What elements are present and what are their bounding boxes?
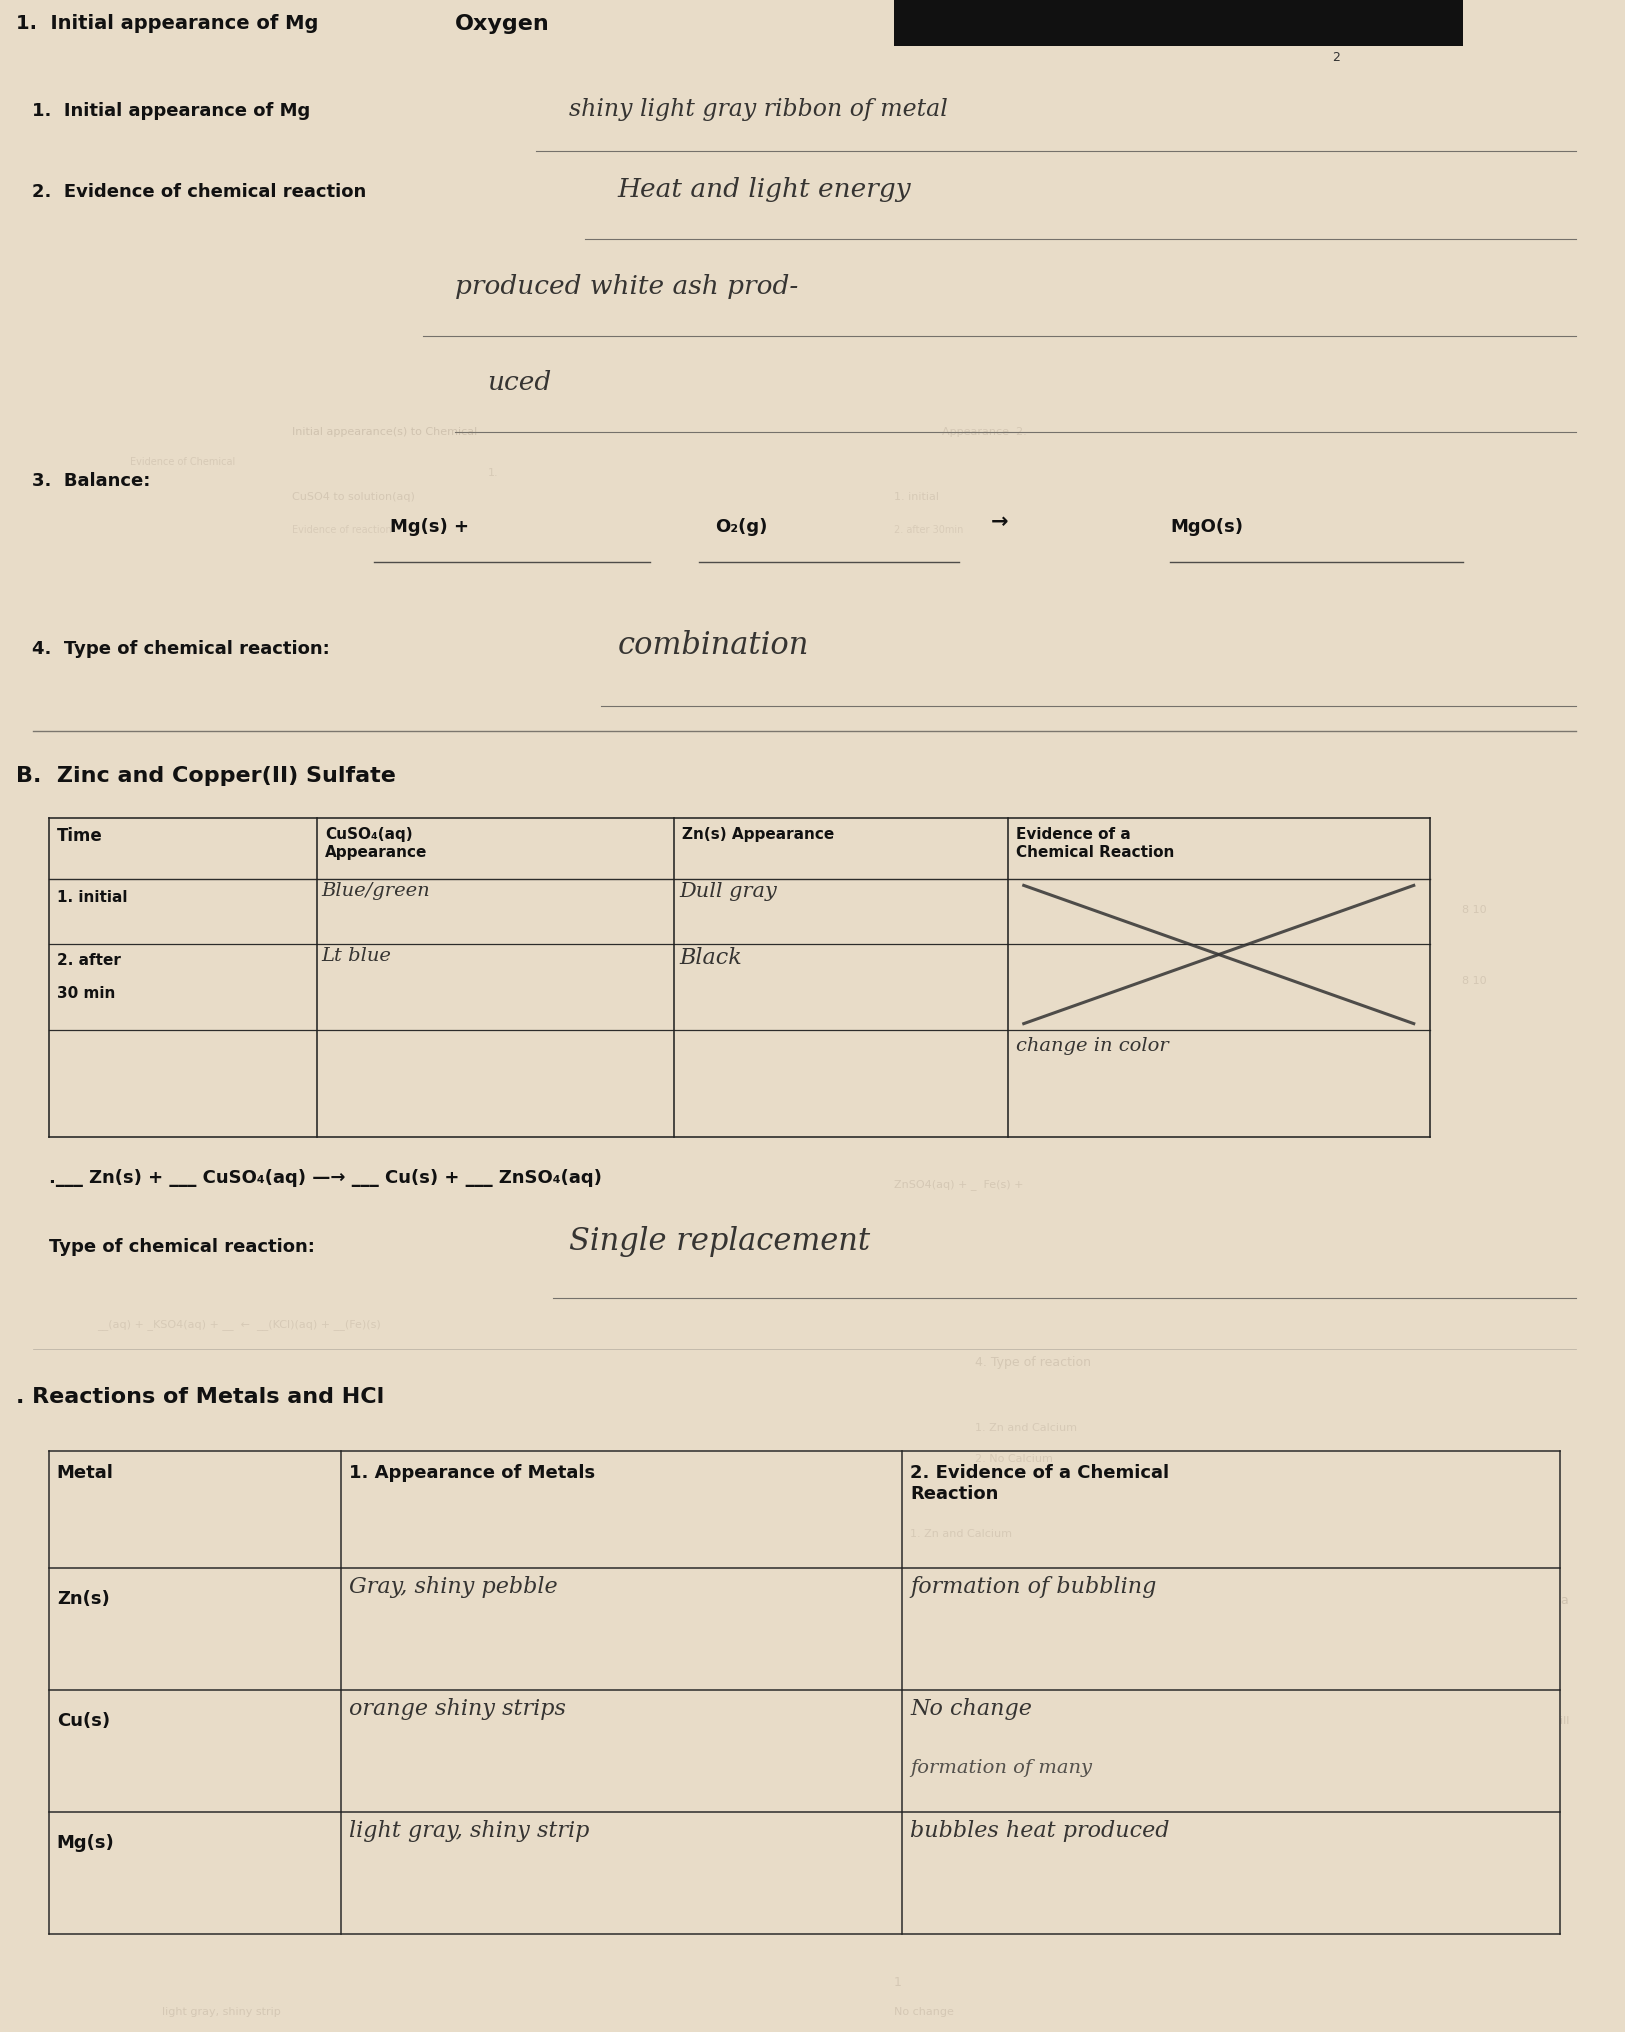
Text: Lt blue: Lt blue	[322, 947, 392, 965]
Text: Black: Black	[679, 947, 743, 969]
Text: 1.  Initial appearance of Mg: 1. Initial appearance of Mg	[16, 14, 318, 33]
Text: bubbles heat produced: bubbles heat produced	[910, 1819, 1170, 1841]
Text: No change: No change	[894, 2006, 954, 2016]
Text: Oxygen: Oxygen	[455, 14, 549, 35]
Text: light gray, shiny strip: light gray, shiny strip	[162, 2006, 281, 2016]
Text: formation of many: formation of many	[910, 1758, 1092, 1776]
Text: Single replacement: Single replacement	[569, 1225, 869, 1256]
Text: ill: ill	[1560, 1715, 1570, 1725]
Text: formation of bubbling: formation of bubbling	[910, 1575, 1157, 1597]
Text: produced white ash prod-: produced white ash prod-	[455, 274, 798, 299]
Text: 1: 1	[894, 1975, 902, 1987]
Text: change in color: change in color	[1016, 1036, 1168, 1055]
Text: Evidence of a
Chemical Reaction: Evidence of a Chemical Reaction	[1016, 827, 1173, 860]
Text: 2. after: 2. after	[57, 953, 120, 967]
Text: Zn(s): Zn(s)	[57, 1589, 109, 1607]
Text: light gray, shiny strip: light gray, shiny strip	[349, 1819, 590, 1841]
Text: Evidence of Chemical: Evidence of Chemical	[130, 457, 236, 467]
Text: 1.  Initial appearance of Mg: 1. Initial appearance of Mg	[32, 102, 310, 120]
Text: 1. initial: 1. initial	[894, 492, 939, 502]
Text: ZnSO4(aq) + _  Fe(s) +: ZnSO4(aq) + _ Fe(s) +	[894, 1179, 1024, 1189]
Text: 1. Zn and Calcium: 1. Zn and Calcium	[910, 1528, 1012, 1538]
Text: Cu(s): Cu(s)	[57, 1711, 110, 1729]
Text: Zn(s) Appearance: Zn(s) Appearance	[682, 827, 835, 841]
Text: 1. Zn and Calcium: 1. Zn and Calcium	[975, 1422, 1077, 1433]
Text: .___ Zn(s) + ___ CuSO₄(aq) —→ ___ Cu(s) + ___ ZnSO₄(aq): .___ Zn(s) + ___ CuSO₄(aq) —→ ___ Cu(s) …	[49, 1168, 601, 1187]
Text: combination: combination	[618, 630, 809, 660]
Text: 2. after 30min: 2. after 30min	[894, 524, 964, 534]
Text: →: →	[991, 512, 1009, 532]
Text: 2.  Evidence of chemical reaction: 2. Evidence of chemical reaction	[32, 183, 367, 201]
Text: orange shiny strips: orange shiny strips	[349, 1697, 566, 1719]
Text: Dull gray: Dull gray	[679, 882, 777, 900]
Text: 4.  Type of chemical reaction:: 4. Type of chemical reaction:	[32, 640, 330, 658]
Text: 1. Appearance of Metals: 1. Appearance of Metals	[349, 1463, 595, 1481]
Text: Mg(s) +: Mg(s) +	[390, 518, 470, 536]
Text: 1.: 1.	[488, 467, 499, 478]
Text: Gray, shiny pebble: Gray, shiny pebble	[349, 1575, 557, 1597]
Text: Time: Time	[57, 827, 102, 845]
Text: 30 min: 30 min	[57, 986, 115, 1000]
Text: Type of chemical reaction:: Type of chemical reaction:	[49, 1237, 315, 1256]
Text: CuSO4 to solution(aq): CuSO4 to solution(aq)	[292, 492, 416, 502]
Text: 8 10: 8 10	[1462, 904, 1487, 914]
Text: 2. No Calcium: 2. No Calcium	[975, 1453, 1053, 1463]
Text: Initial appearance(s) to Chemical: Initial appearance(s) to Chemical	[292, 427, 478, 437]
Text: 1. initial: 1. initial	[57, 890, 127, 904]
Text: No change: No change	[910, 1697, 1032, 1719]
Text: 4. Type of reaction: 4. Type of reaction	[975, 1355, 1090, 1368]
Text: 8 10: 8 10	[1462, 975, 1487, 986]
Text: Metal: Metal	[57, 1463, 114, 1481]
Text: CuSO₄(aq)
Appearance: CuSO₄(aq) Appearance	[325, 827, 427, 860]
Text: shiny light gray ribbon of metal: shiny light gray ribbon of metal	[569, 98, 947, 120]
Text: O₂(g): O₂(g)	[715, 518, 767, 536]
Text: B.  Zinc and Copper(II) Sulfate: B. Zinc and Copper(II) Sulfate	[16, 766, 396, 786]
Text: MgO(s): MgO(s)	[1170, 518, 1243, 536]
Text: Evidence of reaction: Evidence of reaction	[292, 524, 392, 534]
Text: 2: 2	[1332, 51, 1341, 63]
Text: Mg(s): Mg(s)	[57, 1833, 115, 1851]
Bar	[894, 0, 1462, 47]
Text: 2. Evidence of a Chemical
Reaction: 2. Evidence of a Chemical Reaction	[910, 1463, 1168, 1502]
Text: a: a	[1560, 1593, 1568, 1605]
Text: . Reactions of Metals and HCl: . Reactions of Metals and HCl	[16, 1386, 385, 1406]
Text: Blue/green: Blue/green	[322, 882, 431, 900]
Text: uced: uced	[488, 370, 552, 394]
Text: Heat and light energy: Heat and light energy	[618, 177, 912, 201]
Text: __(aq) + _KSO4(aq) + __  ←  __(KCl)(aq) + __(Fe)(s): __(aq) + _KSO4(aq) + __ ← __(KCl)(aq) + …	[98, 1319, 382, 1329]
Text: 3.  Balance:: 3. Balance:	[32, 471, 151, 490]
Text: Appearance  2.: Appearance 2.	[942, 427, 1027, 437]
